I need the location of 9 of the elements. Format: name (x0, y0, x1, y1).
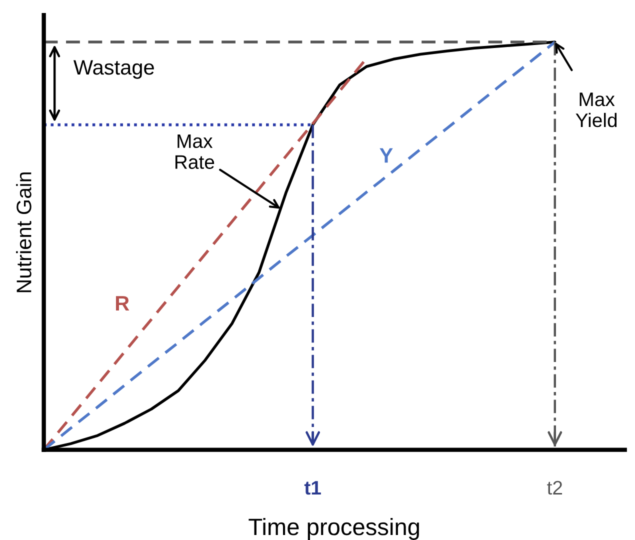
series-label: R (116, 296, 130, 310)
annotation: Max Rate (175, 134, 214, 169)
x-tick-label: t1 (304, 481, 321, 495)
series-label: Y (380, 148, 393, 163)
annotation: Max Yield (576, 92, 617, 128)
annotation: Wastage (73, 60, 154, 79)
x-axis-title: Time processing (248, 518, 419, 540)
x-tick-label: t2 (547, 480, 562, 495)
y-axis-title: Nutrient Gain (16, 172, 32, 292)
